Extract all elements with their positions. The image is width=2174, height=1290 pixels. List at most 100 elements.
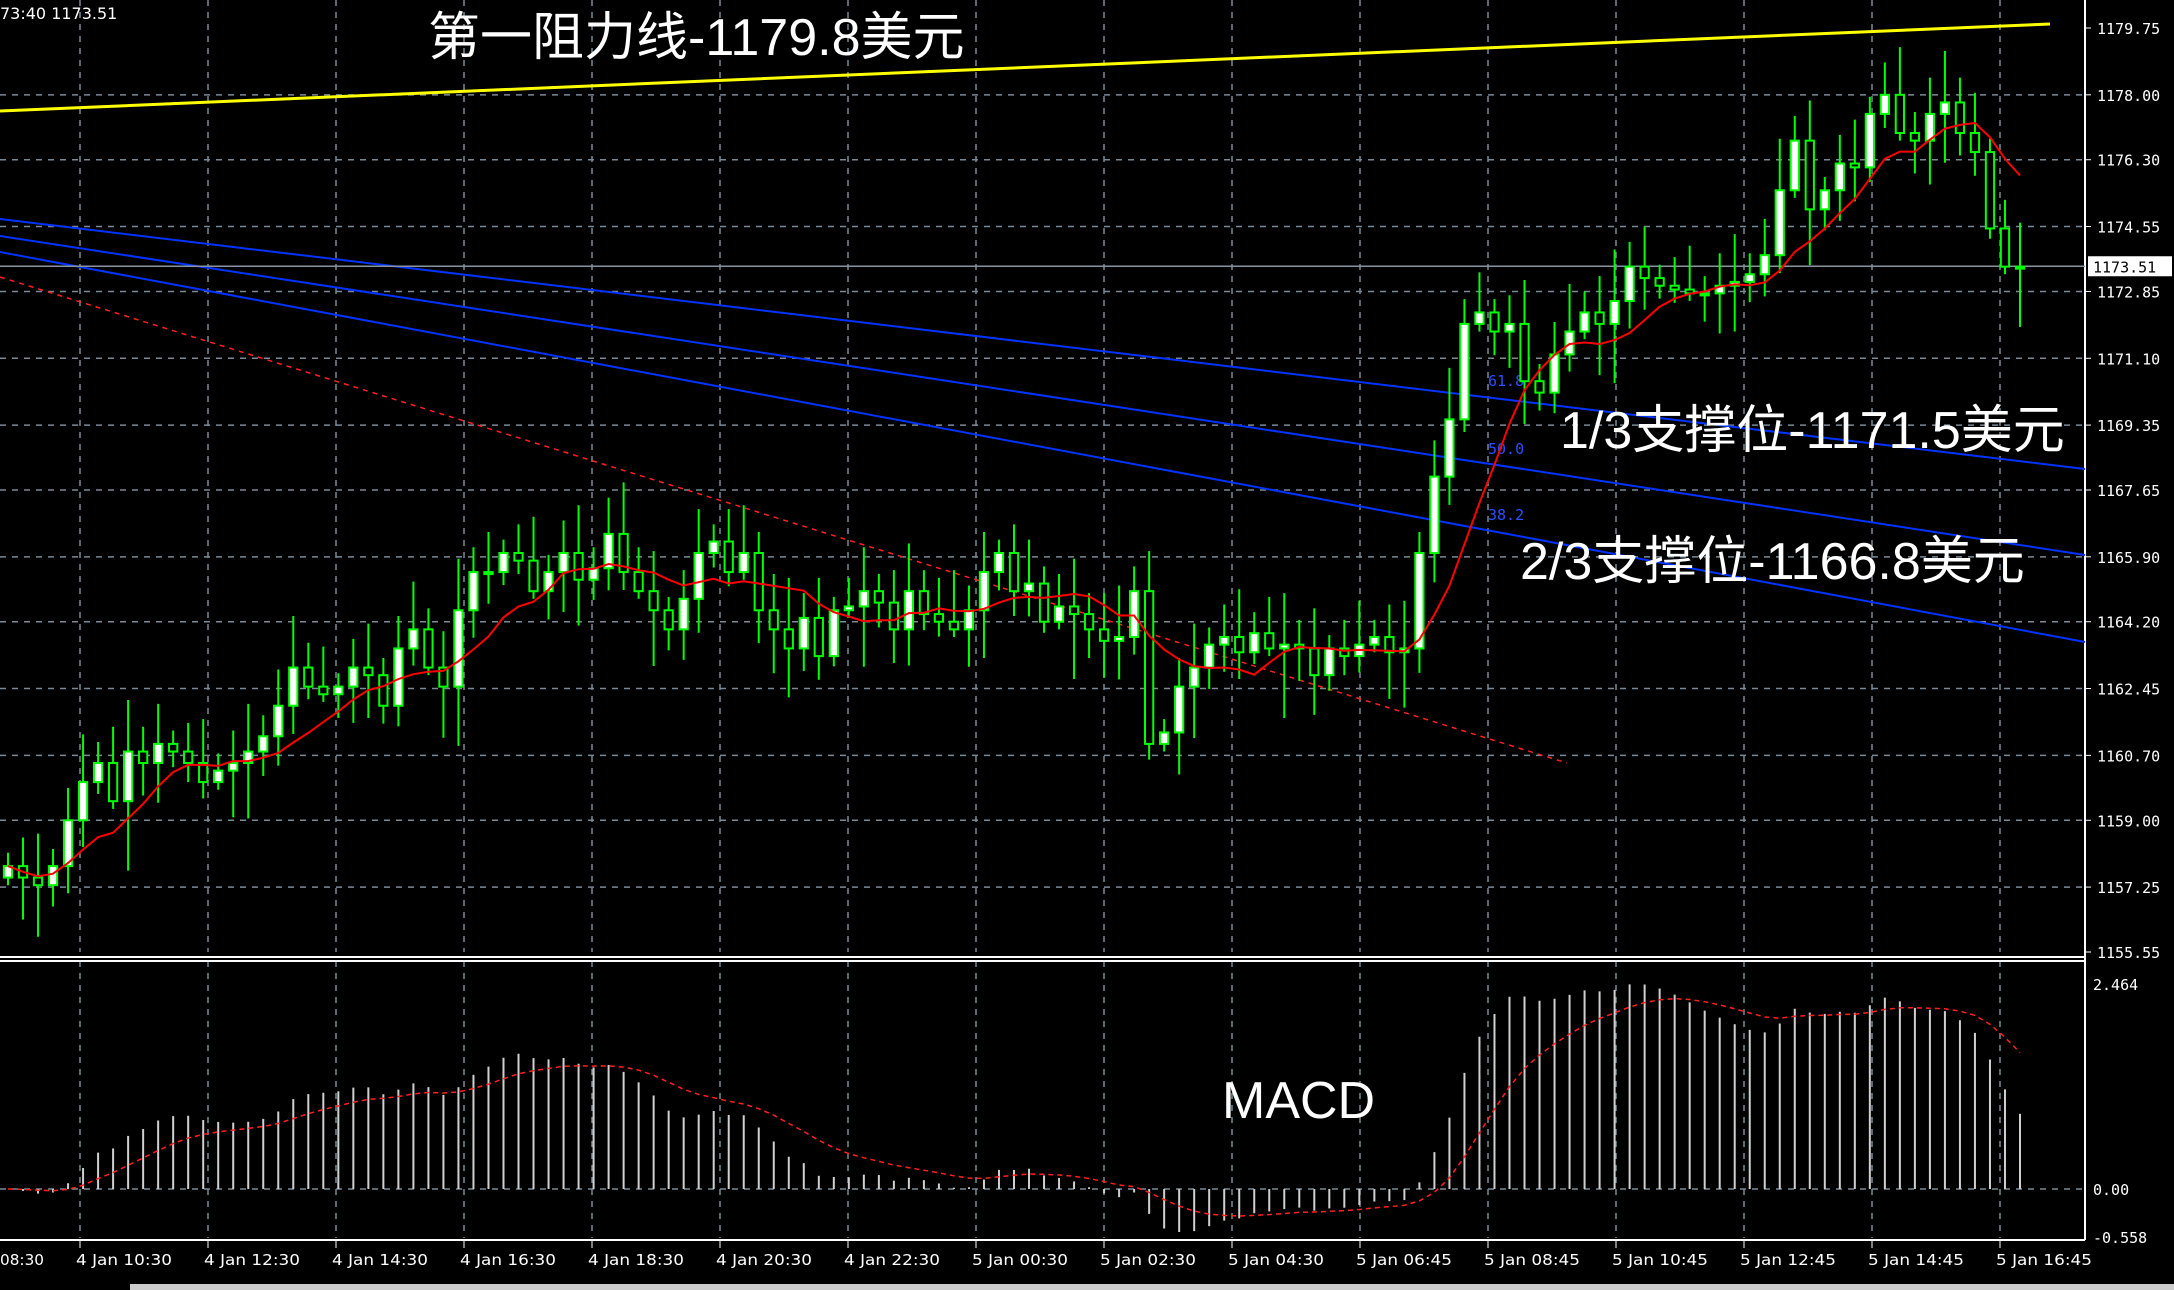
candle-body bbox=[1594, 311, 1605, 325]
candle-body bbox=[32, 876, 44, 887]
time-tick-label: 5 Jan 04:30 bbox=[1228, 1251, 1324, 1269]
candle-body bbox=[1053, 605, 1065, 623]
candle-body bbox=[1639, 265, 1650, 280]
time-tick-label: 4 Jan 20:30 bbox=[716, 1251, 812, 1269]
candle-body bbox=[573, 552, 584, 581]
candle-body bbox=[783, 628, 794, 650]
candle-body bbox=[708, 540, 719, 555]
candle-body bbox=[1579, 311, 1590, 333]
candle-body bbox=[1834, 162, 1845, 192]
candle-body bbox=[1519, 322, 1530, 383]
time-tick-label: 5 Jan 06:45 bbox=[1356, 1251, 1452, 1269]
candle-body bbox=[408, 628, 419, 650]
macd-signal-line bbox=[7, 997, 2021, 1217]
candle-body bbox=[2, 865, 14, 879]
candle-body bbox=[723, 540, 734, 574]
price-tick-label: 1171.10 bbox=[2097, 350, 2160, 368]
candle-body bbox=[978, 571, 990, 612]
price-tick-label: 1169.35 bbox=[2097, 417, 2160, 435]
price-tick-label: 1157.25 bbox=[2097, 879, 2160, 897]
candle-body bbox=[1369, 636, 1380, 646]
resistance-annotation: 第一阻力线-1179.8美元 bbox=[428, 9, 965, 67]
candle-body bbox=[1744, 273, 1755, 283]
candle-body bbox=[1984, 151, 1996, 230]
candle-body bbox=[738, 552, 749, 574]
candle-body bbox=[1969, 132, 1981, 154]
fib-level-label: 50.0 bbox=[1488, 440, 1524, 458]
candle-body bbox=[663, 609, 674, 631]
candle-body bbox=[1234, 636, 1245, 654]
candle-body bbox=[153, 742, 164, 765]
candle-body bbox=[1264, 632, 1275, 650]
time-tick-label: 5 Jan 12:45 bbox=[1740, 1251, 1836, 1269]
candle-body bbox=[1444, 418, 1455, 478]
candle-body bbox=[873, 590, 884, 604]
candle-body bbox=[768, 609, 779, 631]
time-tick-label: 4 Jan 22:30 bbox=[844, 1251, 940, 1269]
resistance-line bbox=[0, 22, 2051, 113]
candle-body bbox=[1128, 590, 1140, 639]
candle-body bbox=[588, 567, 599, 581]
candle-body bbox=[318, 685, 329, 696]
candle-body bbox=[77, 781, 89, 822]
candle-body bbox=[933, 613, 945, 623]
candle-body bbox=[1249, 632, 1260, 654]
time-tick-label: 5 Jan 02:30 bbox=[1100, 1251, 1196, 1269]
candle-body bbox=[1999, 227, 2011, 268]
candle-body bbox=[948, 620, 960, 631]
price-tick-label: 1167.65 bbox=[2097, 482, 2160, 500]
dashed-trend-line bbox=[0, 276, 1568, 764]
candle-body bbox=[198, 762, 209, 784]
candle-body bbox=[1759, 254, 1770, 276]
time-tick-label: 4 Jan 10:30 bbox=[76, 1251, 172, 1269]
price-tick-label: 1179.75 bbox=[2097, 20, 2160, 38]
time-tick-label: 4 Jan 14:30 bbox=[332, 1251, 428, 1269]
candle-body bbox=[1954, 101, 1966, 134]
candle-body bbox=[1429, 475, 1440, 554]
candle-body bbox=[1324, 647, 1335, 677]
candle-body bbox=[1113, 636, 1125, 642]
candle-body bbox=[333, 685, 344, 696]
candle-body bbox=[1459, 322, 1470, 421]
candle-body bbox=[483, 571, 494, 576]
candle-body bbox=[1894, 93, 1906, 135]
candle-body bbox=[348, 666, 359, 688]
candle-body bbox=[1819, 189, 1830, 211]
price-tick-label: 1160.70 bbox=[2097, 747, 2160, 765]
candle-body bbox=[303, 666, 314, 688]
fib-level-label: 38.2 bbox=[1488, 506, 1524, 524]
candle-body bbox=[92, 762, 104, 784]
candle-body bbox=[228, 762, 239, 772]
macd-tick-label: 2.464 bbox=[2093, 976, 2138, 994]
candle-body bbox=[1339, 647, 1350, 658]
candle-body bbox=[678, 597, 689, 631]
macd-tick-label: -0.558 bbox=[2093, 1229, 2147, 1247]
time-tick-label: 5 Jan 16:45 bbox=[1996, 1251, 2092, 1269]
candle-body bbox=[693, 552, 704, 600]
candle-body bbox=[888, 601, 900, 631]
candle-body bbox=[1023, 582, 1035, 593]
price-tick-label: 1178.00 bbox=[2097, 87, 2160, 105]
candle-body bbox=[1083, 613, 1095, 631]
time-tick-label: 5 Jan 00:30 bbox=[972, 1251, 1068, 1269]
candle-body bbox=[828, 609, 839, 658]
candle-body bbox=[2014, 265, 2026, 270]
candle-body bbox=[1804, 139, 1815, 211]
candle-body bbox=[1068, 605, 1080, 616]
candle-body bbox=[858, 590, 869, 608]
candle-body bbox=[1279, 643, 1290, 650]
price-tick-label: 1174.55 bbox=[2097, 219, 2160, 237]
candle-body bbox=[993, 552, 1005, 574]
candle-body bbox=[168, 742, 179, 753]
time-tick-label: 4 Jan 16:30 bbox=[460, 1251, 556, 1269]
candle-body bbox=[1174, 685, 1185, 734]
price-tick-label: 1164.20 bbox=[2097, 614, 2160, 632]
candle-body bbox=[378, 674, 389, 707]
time-tick-label: 5 Jan 08:45 bbox=[1484, 1251, 1580, 1269]
channel-line-50 bbox=[0, 235, 2086, 556]
candle-body bbox=[47, 865, 59, 887]
candle-body bbox=[243, 750, 254, 765]
candle-body bbox=[438, 666, 449, 688]
price-tick-label: 1165.90 bbox=[2097, 549, 2160, 567]
